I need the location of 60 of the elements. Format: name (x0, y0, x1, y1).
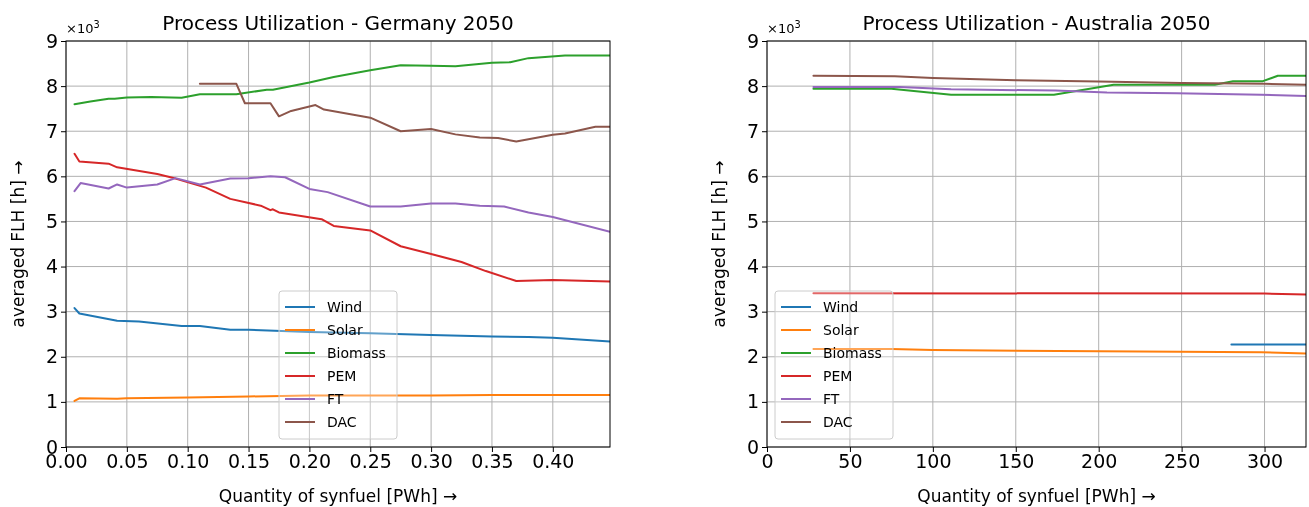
y-tick-label: 9 (746, 29, 759, 52)
chart-title: Process Utilization - Germany 2050 (162, 11, 514, 35)
line-series (198, 82, 610, 143)
y-tick-label: 7 (746, 119, 759, 142)
y-tick-label: 5 (45, 210, 58, 233)
legend-label: DAC (327, 414, 357, 430)
y-tick-label: 0 (746, 435, 759, 458)
x-tick-label: 0.25 (349, 450, 392, 473)
x-axis-title: Quantity of synfuel [PWh] → (917, 486, 1156, 506)
x-tick-label: 300 (1246, 450, 1284, 473)
y-tick-label: 4 (746, 255, 759, 278)
y-tick-label: 6 (45, 164, 58, 187)
x-tick-label: 200 (1081, 450, 1118, 473)
y-tick-label: 5 (746, 210, 759, 233)
line-series (812, 74, 1306, 86)
y-tick-label: 1 (45, 390, 58, 413)
x-tick-label: 0.30 (410, 450, 453, 473)
line-series (73, 175, 610, 233)
y-tick-label: 8 (45, 74, 58, 97)
y-tick-label: 6 (746, 164, 759, 187)
y-tick-label: 1 (746, 390, 759, 413)
y-tick-label: 3 (746, 300, 759, 323)
x-tick-label: 0.20 (288, 450, 332, 473)
legend-label: Solar (823, 322, 859, 338)
chart-title: Process Utilization - Australia 2050 (862, 11, 1211, 35)
x-tick-label: 0.15 (227, 450, 271, 473)
y-axis-title: averaged FLH [h] → (709, 160, 729, 328)
legend-label: Biomass (823, 345, 882, 361)
line-series (73, 152, 610, 283)
y-tick-label: 3 (45, 300, 58, 323)
x-tick-label: 0.10 (167, 450, 210, 473)
legend-label: Wind (823, 299, 859, 315)
legend-label: PEM (823, 368, 853, 384)
line-series (812, 74, 1306, 96)
x-tick-label: 150 (998, 450, 1035, 473)
legend-label: DAC (823, 414, 853, 430)
x-tick-label: 0.35 (471, 450, 514, 473)
y-tick-label: 7 (45, 119, 58, 142)
legend-label: PEM (327, 368, 357, 384)
x-tick-label: 0 (761, 450, 774, 473)
legend-label: Biomass (327, 345, 386, 361)
x-tick-label: 0.40 (532, 450, 575, 473)
text: ×10$^{3}$ (767, 18, 801, 36)
x-tick-label: 0.05 (106, 450, 149, 473)
y-tick-label: 9 (45, 29, 58, 52)
x-tick-label: 250 (1163, 450, 1201, 473)
legend-label: FT (327, 391, 344, 407)
x-tick-label: 50 (838, 450, 863, 473)
y-tick-label: 4 (45, 255, 58, 278)
y-axis-title: averaged FLH [h] → (8, 160, 28, 328)
x-axis-title: Quantity of synfuel [PWh] → (218, 486, 458, 506)
text: ×10$^{3}$ (66, 18, 100, 36)
y-tick-label: 2 (746, 345, 759, 368)
y-tick-label: 2 (45, 345, 58, 368)
legend-label: Wind (327, 299, 363, 315)
line-series (812, 86, 1306, 98)
line-series (73, 54, 610, 106)
legend-label: FT (823, 391, 840, 407)
x-tick-label: 100 (915, 450, 952, 473)
y-tick-label: 8 (746, 74, 759, 97)
